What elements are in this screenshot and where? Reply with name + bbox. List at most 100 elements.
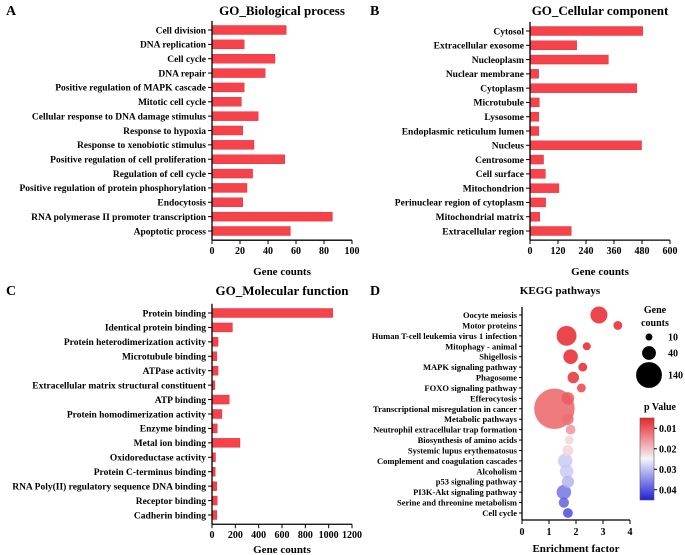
y-tick-label: Cellular response to DNA damage stimulus <box>32 112 206 122</box>
y-tick-label: Nucleoplasm <box>472 56 524 66</box>
bar <box>211 154 286 164</box>
x-tick-label: 80 <box>319 246 329 257</box>
x-tick-label: 240 <box>579 246 594 257</box>
bar <box>529 26 643 36</box>
x-tick-label: 0 <box>210 530 215 541</box>
bar <box>211 211 333 222</box>
y-tick-label: Positive regulation of MAPK cascade <box>55 84 206 94</box>
x-tick-label: 100 <box>345 246 360 257</box>
bubble <box>567 371 580 384</box>
panel-label-a: A <box>6 4 17 19</box>
size-legend-bubble <box>645 333 653 341</box>
y-tick-label: DNA repair <box>158 69 206 79</box>
y-tick-label: Metal ion binding <box>134 439 207 449</box>
y-tick-label: Enzyme binding <box>140 425 207 435</box>
y-tick-label: Positive regulation of cell proliferatio… <box>50 156 207 166</box>
y-tick-label: Endocytosis <box>157 199 206 209</box>
color-legend-label: 0.04 <box>659 485 677 496</box>
bar <box>211 495 218 506</box>
x-axis-label: Gene counts <box>253 544 311 555</box>
x-tick-label: 0 <box>520 527 525 538</box>
bar <box>529 154 544 165</box>
x-tick-label: 600 <box>275 530 290 541</box>
y-tick-label: Human T-cell leukemia virus 1 infection <box>372 331 517 341</box>
bar <box>211 481 217 491</box>
y-tick-label: MAPK signaling pathway <box>423 362 518 372</box>
x-tick-label: 1 <box>547 527 552 538</box>
x-axis-label: Gene counts <box>571 266 629 278</box>
bar <box>529 112 540 122</box>
color-legend: p Value 0.01 0.02 0.03 0.04 <box>639 402 677 501</box>
bar <box>211 68 266 78</box>
y-tick-label: PI3K-Akt signaling pathway <box>413 487 518 497</box>
y-tick-label: DNA replication <box>140 41 207 51</box>
y-tick-label: Positive regulation of protein phosphory… <box>20 184 207 194</box>
y-tick-label: RNA polymerase II promoter transcription <box>31 213 207 223</box>
bubble <box>562 413 574 425</box>
x-axis-label: Gene counts <box>253 266 311 278</box>
bubble <box>556 484 572 500</box>
bar <box>211 366 219 376</box>
color-legend-title: p Value <box>644 402 677 413</box>
bar <box>211 140 255 150</box>
x-tick-label: 200 <box>228 530 243 541</box>
y-tick-label: Receptor binding <box>136 497 207 507</box>
x-tick-label: 600 <box>663 246 678 257</box>
bubble <box>559 464 574 479</box>
x-tick-label: 1000 <box>319 530 339 541</box>
chart-title: GO_Molecular function <box>215 283 349 298</box>
y-tick-label: Efferocytosis <box>470 393 518 403</box>
y-tick-label: Cytosol <box>493 27 524 37</box>
x-tick-label: 60 <box>291 246 301 257</box>
y-tick-label: Extracellular exosome <box>434 42 524 52</box>
bar <box>529 197 546 208</box>
bar <box>529 97 540 108</box>
chart-title: KEGG pathways <box>520 285 601 297</box>
bar <box>211 97 242 107</box>
size-legend-label: 10 <box>668 333 678 344</box>
bar <box>529 54 609 65</box>
bubble <box>563 349 578 364</box>
y-tick-label: p53 signaling pathway <box>436 477 518 487</box>
y-tick-label: Protein C-terminus binding <box>94 468 207 478</box>
chart-molecular-function: GO_Molecular function Protein binding Ide… <box>12 283 362 555</box>
chart-title: GO_Biological process <box>219 3 345 18</box>
y-tick-label: ATPase activity <box>143 367 207 377</box>
bar <box>211 82 245 93</box>
x-tick-label: 120 <box>551 246 566 257</box>
bar <box>211 438 241 448</box>
y-tick-label: Apoptotic process <box>134 227 207 237</box>
y-tick-label: Motor proteins <box>462 320 517 330</box>
y-tick-label: Extracellular region <box>442 227 524 237</box>
y-tick-label: Mitotic cell cycle <box>138 98 206 108</box>
y-tick-label: Identical protein binding <box>105 324 206 334</box>
bar <box>211 409 223 419</box>
bar <box>211 197 243 207</box>
x-tick-label: 0 <box>210 246 215 257</box>
y-tick-label: Phagosome <box>476 373 517 383</box>
x-tick-label: 800 <box>298 530 313 541</box>
panel-label-c: C <box>6 284 16 299</box>
bar <box>211 39 245 50</box>
y-tick-label: Systemic lupus erythematosus <box>408 445 518 455</box>
bar <box>529 140 642 150</box>
x-tick-label: 1200 <box>342 530 362 541</box>
x-tick-label: 4 <box>628 527 633 538</box>
size-legend-label: 140 <box>668 371 683 382</box>
y-tick-label: Metabolic pathways <box>444 414 518 424</box>
bar <box>529 183 560 193</box>
panel-label-b: B <box>370 4 379 19</box>
bubble <box>563 508 573 518</box>
y-tick-label: Alcoholism <box>476 466 517 476</box>
chart-cellular-component: GO_Cellular component Cytosol Extracellul… <box>395 3 678 278</box>
chart-title: GO_Cellular component <box>532 3 669 18</box>
bar <box>211 226 291 236</box>
bar <box>211 308 333 318</box>
y-tick-label: Mitophagy - animal <box>445 341 517 351</box>
x-tick-label: 400 <box>251 530 266 541</box>
y-tick-label: Response to hypoxia <box>123 127 206 137</box>
bar <box>211 351 218 361</box>
y-tick-label: Cell cycle <box>167 55 206 65</box>
y-tick-label: Mitochondrion <box>463 184 525 194</box>
